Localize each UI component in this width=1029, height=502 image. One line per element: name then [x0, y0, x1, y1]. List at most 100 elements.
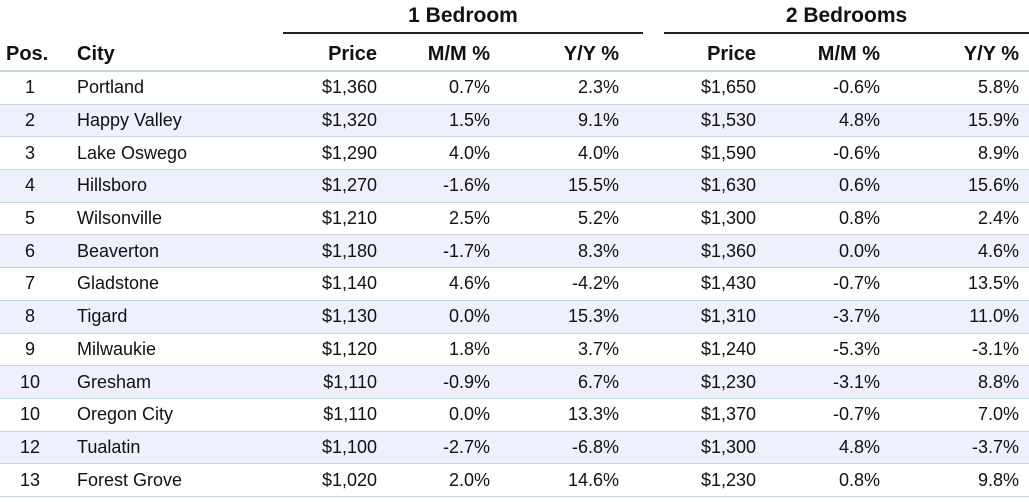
- cell-pos: 5: [0, 202, 60, 236]
- header-yy-1br: Y/Y %: [520, 38, 630, 72]
- cell-yy-2br: 9.8%: [910, 463, 1029, 497]
- cell-city: Tualatin: [60, 431, 275, 465]
- cell-yy-2br: 4.6%: [910, 234, 1029, 269]
- cell-pos: 7: [0, 267, 60, 301]
- cell-mm-1br: 1.5%: [385, 104, 520, 138]
- cell-yy-2br: 15.9%: [910, 104, 1029, 138]
- cell-yy-2br: 8.8%: [910, 365, 1029, 399]
- cell-yy-1br: 2.3%: [520, 71, 630, 105]
- cell-yy-2br: 2.4%: [910, 202, 1029, 236]
- cell-yy-2br: 5.8%: [910, 71, 1029, 105]
- cell-yy-2br: 15.6%: [910, 169, 1029, 203]
- cell-mm-2br: 4.8%: [775, 431, 910, 465]
- cell-mm-1br: 1.8%: [385, 333, 520, 367]
- cell-price-2br: $1,230: [630, 365, 775, 399]
- cell-pos: 1: [0, 71, 60, 105]
- cell-pos: 6: [0, 234, 60, 269]
- cell-city: Oregon City: [60, 398, 275, 432]
- table-row: 3 Lake Oswego $1,290 4.0% 4.0% $1,590 -0.6% 8.9…: [0, 136, 1029, 171]
- table-row: 4 Hillsboro $1,270 -1.6% 15.5% $1,630 0.6% 15.6…: [0, 169, 1029, 203]
- cell-pos: 4: [0, 169, 60, 203]
- table-row: 8 Tigard $1,130 0.0% 15.3% $1,310 -3.7% 11.0%: [0, 300, 1029, 334]
- cell-yy-1br: -6.8%: [520, 431, 630, 465]
- cell-mm-1br: -1.7%: [385, 234, 520, 269]
- table-row: 12 Tualatin $1,100 -2.7% -6.8% $1,300 4.8% -3.7…: [0, 431, 1029, 465]
- cell-pos: 9: [0, 333, 60, 367]
- cell-pos: 12: [0, 431, 60, 465]
- cell-city: Tigard: [60, 300, 275, 334]
- cell-mm-2br: 0.8%: [775, 463, 910, 497]
- cell-price-1br: $1,320: [275, 104, 385, 138]
- cell-yy-1br: 14.6%: [520, 463, 630, 497]
- cell-mm-2br: -3.1%: [775, 365, 910, 399]
- cell-yy-2br: -3.1%: [910, 333, 1029, 367]
- cell-city: Forest Grove: [60, 463, 275, 497]
- cell-price-2br: $1,370: [630, 398, 775, 432]
- group-header-1-bedroom: 1 Bedroom: [283, 4, 643, 34]
- cell-yy-1br: 13.3%: [520, 398, 630, 432]
- table-row: 10 Oregon City $1,110 0.0% 13.3% $1,370 -0.7% 7…: [0, 398, 1029, 432]
- group-2-bedrooms-label: 2 Bedrooms: [785, 4, 908, 27]
- cell-mm-1br: 0.0%: [385, 300, 520, 334]
- cell-price-2br: $1,630: [630, 169, 775, 203]
- header-mm-1br: M/M %: [385, 38, 520, 72]
- cell-price-2br: $1,430: [630, 267, 775, 301]
- cell-yy-1br: 15.3%: [520, 300, 630, 334]
- cell-mm-2br: 4.8%: [775, 104, 910, 138]
- cell-mm-2br: 0.8%: [775, 202, 910, 236]
- cell-mm-1br: -0.9%: [385, 365, 520, 399]
- cell-price-1br: $1,110: [275, 365, 385, 399]
- cell-mm-1br: 0.0%: [385, 398, 520, 432]
- group-2-bedrooms-rule: [664, 32, 1029, 34]
- cell-price-1br: $1,120: [275, 333, 385, 367]
- table-row: 13 Forest Grove $1,020 2.0% 14.6% $1,230 0.8% 9…: [0, 463, 1029, 497]
- cell-price-2br: $1,530: [630, 104, 775, 138]
- cell-mm-2br: -0.7%: [775, 267, 910, 301]
- cell-city: Wilsonville: [60, 202, 275, 236]
- cell-yy-2br: 11.0%: [910, 300, 1029, 334]
- cell-city: Portland: [60, 71, 275, 105]
- cell-mm-1br: 2.5%: [385, 202, 520, 236]
- group-1-bedroom-rule: [283, 32, 643, 34]
- cell-yy-1br: 8.3%: [520, 234, 630, 269]
- cell-city: Gresham: [60, 365, 275, 399]
- cell-pos: 13: [0, 463, 60, 497]
- cell-price-2br: $1,300: [630, 431, 775, 465]
- cell-yy-1br: 15.5%: [520, 169, 630, 203]
- cell-pos: 3: [0, 136, 60, 171]
- table-row: 9 Milwaukie $1,120 1.8% 3.7% $1,240 -5.3% -3.1%: [0, 333, 1029, 367]
- cell-price-1br: $1,270: [275, 169, 385, 203]
- table-row: 5 Wilsonville $1,210 2.5% 5.2% $1,300 0.8% 2.4%: [0, 202, 1029, 236]
- cell-mm-1br: -2.7%: [385, 431, 520, 465]
- column-group-headers: 1 Bedroom 2 Bedrooms: [0, 0, 1029, 34]
- cell-price-2br: $1,230: [630, 463, 775, 497]
- cell-price-2br: $1,360: [630, 234, 775, 269]
- cell-price-2br: $1,590: [630, 136, 775, 171]
- cell-price-1br: $1,180: [275, 234, 385, 269]
- table-header-row: Pos. City Price M/M % Y/Y % Price M/M % …: [0, 38, 1029, 72]
- cell-mm-2br: 0.6%: [775, 169, 910, 203]
- cell-city: Gladstone: [60, 267, 275, 301]
- cell-price-1br: $1,110: [275, 398, 385, 432]
- table-row: 7 Gladstone $1,140 4.6% -4.2% $1,430 -0.7% 13.5…: [0, 267, 1029, 301]
- cell-mm-1br: 2.0%: [385, 463, 520, 497]
- cell-price-1br: $1,100: [275, 431, 385, 465]
- cell-price-2br: $1,650: [630, 71, 775, 105]
- group-header-2-bedrooms: 2 Bedrooms: [664, 4, 1029, 34]
- cell-price-2br: $1,240: [630, 333, 775, 367]
- cell-yy-1br: 9.1%: [520, 104, 630, 138]
- table-row: 2 Happy Valley $1,320 1.5% 9.1% $1,530 4.8% 15.…: [0, 104, 1029, 138]
- cell-mm-2br: 0.0%: [775, 234, 910, 269]
- header-yy-2br: Y/Y %: [910, 38, 1029, 72]
- cell-price-1br: $1,140: [275, 267, 385, 301]
- cell-yy-2br: -3.7%: [910, 431, 1029, 465]
- rent-table: Pos. City Price M/M % Y/Y % Price M/M % …: [0, 38, 1029, 497]
- cell-price-2br: $1,300: [630, 202, 775, 236]
- cell-pos: 8: [0, 300, 60, 334]
- cell-mm-1br: 4.0%: [385, 136, 520, 171]
- cell-city: Beaverton: [60, 234, 275, 269]
- cell-price-1br: $1,020: [275, 463, 385, 497]
- cell-city: Milwaukie: [60, 333, 275, 367]
- cell-yy-2br: 7.0%: [910, 398, 1029, 432]
- cell-yy-1br: 4.0%: [520, 136, 630, 171]
